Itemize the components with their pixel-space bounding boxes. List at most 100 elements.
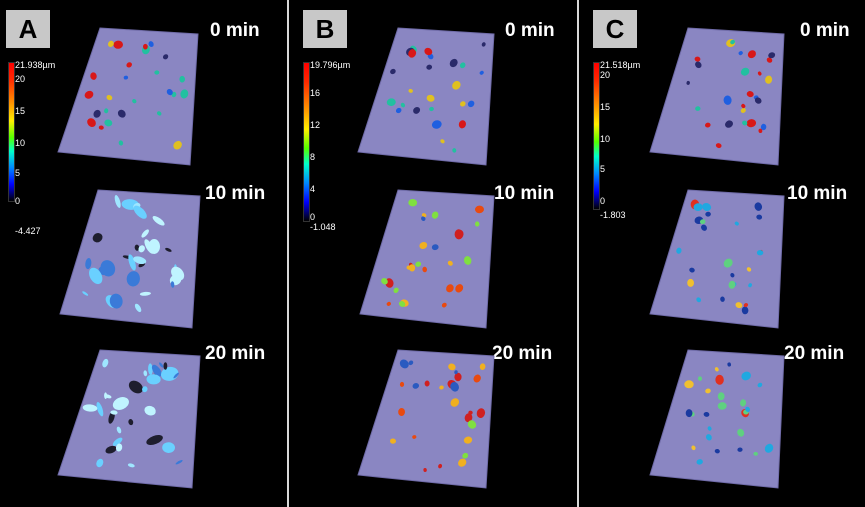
particle — [754, 97, 762, 104]
particle — [743, 303, 749, 308]
particle — [452, 148, 457, 153]
scale-max-a: 21.938µm — [15, 60, 56, 70]
particle — [454, 229, 464, 240]
particle — [446, 284, 454, 293]
particle — [738, 51, 743, 56]
particle — [114, 195, 121, 208]
particle — [143, 370, 148, 377]
particle — [764, 443, 774, 453]
particle — [141, 229, 149, 238]
particle — [741, 306, 749, 315]
particle — [745, 406, 751, 413]
particle — [426, 64, 433, 70]
particle — [128, 419, 134, 426]
surface-tile-1-1 — [359, 189, 495, 329]
particle — [717, 392, 725, 401]
particle — [741, 371, 751, 381]
particle — [126, 62, 132, 68]
particle — [412, 383, 420, 389]
particle — [412, 435, 417, 439]
particle — [105, 445, 117, 454]
particle — [768, 52, 776, 59]
particle — [479, 363, 486, 370]
particle — [741, 103, 746, 109]
particle — [116, 426, 122, 434]
particle — [714, 448, 720, 454]
particle — [691, 445, 696, 451]
particle — [693, 203, 703, 212]
particle — [398, 408, 406, 416]
particle — [148, 363, 153, 375]
particle — [742, 120, 748, 126]
particle — [695, 106, 701, 111]
particle — [454, 370, 458, 375]
particle — [467, 420, 477, 429]
time-label-c-2: 20 min — [784, 343, 845, 364]
particle — [753, 451, 758, 456]
particle — [132, 99, 137, 104]
particle — [701, 224, 707, 231]
particle — [455, 284, 464, 293]
particle — [458, 458, 467, 467]
particle — [728, 280, 736, 289]
particle — [408, 264, 416, 272]
particle — [162, 442, 175, 454]
time-label-a-2: 20 min — [205, 343, 266, 364]
particle — [399, 359, 409, 369]
particle — [725, 120, 733, 128]
scale-tick-b-1: 12 — [310, 120, 321, 130]
particle — [118, 140, 124, 146]
particle — [424, 380, 430, 387]
particle — [431, 120, 442, 129]
colorbar-b — [303, 62, 310, 222]
particle — [441, 302, 447, 308]
particle — [154, 70, 160, 75]
particle — [386, 301, 391, 306]
particle — [449, 58, 458, 68]
particle — [737, 447, 743, 452]
surface-tile-0-0 — [57, 27, 199, 166]
particle — [134, 244, 140, 251]
particle — [740, 67, 750, 76]
particle — [146, 434, 163, 446]
particle — [746, 267, 752, 272]
particle — [82, 404, 98, 412]
particle — [148, 41, 154, 48]
particle — [459, 62, 466, 69]
particle — [123, 75, 129, 80]
particle — [730, 39, 736, 45]
particle — [694, 56, 701, 62]
particle — [421, 213, 427, 218]
particle — [406, 265, 412, 270]
scale-min-b: -1.048 — [310, 222, 336, 232]
particle — [765, 75, 773, 84]
scale-max-c: 21.518µm — [600, 60, 641, 70]
particle — [171, 266, 185, 281]
scale-tick-c-2: 10 — [600, 134, 611, 144]
particle — [107, 40, 114, 47]
particle — [386, 98, 396, 107]
particle — [171, 91, 177, 98]
particle — [689, 267, 695, 273]
particle — [419, 242, 428, 249]
particle — [144, 239, 154, 254]
particle — [106, 94, 113, 101]
surface-tile-2-1 — [649, 189, 785, 329]
particle — [705, 122, 711, 128]
particle — [458, 120, 466, 129]
particle — [142, 43, 148, 50]
particle — [133, 205, 147, 219]
time-label-b-1: 10 min — [494, 183, 555, 204]
scale-max-b: 19.796µm — [310, 60, 351, 70]
particle — [467, 100, 475, 108]
particle — [702, 202, 712, 212]
particle — [705, 388, 711, 394]
particle — [400, 102, 406, 108]
particle — [393, 287, 399, 294]
particle — [734, 221, 739, 226]
particle — [159, 362, 164, 368]
scale-tick-b-4: 0 — [310, 212, 316, 222]
particle — [85, 258, 92, 270]
particle — [730, 272, 735, 278]
particle — [175, 459, 183, 465]
